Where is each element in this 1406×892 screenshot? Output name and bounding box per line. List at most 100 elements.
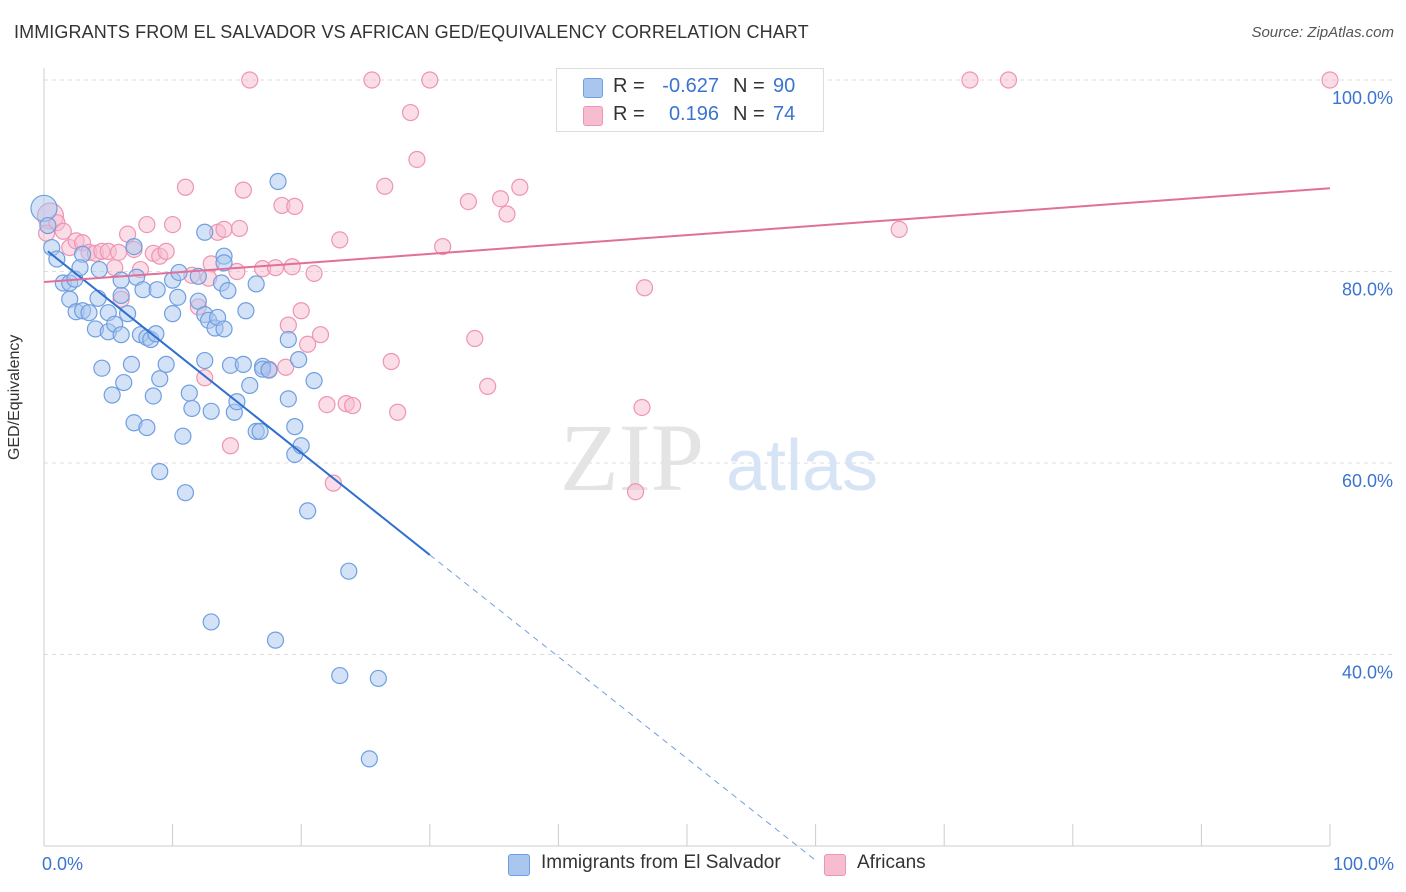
el-salvador-point (237, 302, 255, 320)
y-tick-label: 100.0% (1332, 88, 1393, 108)
el-salvador-point (147, 325, 165, 343)
el-salvador-point (183, 399, 201, 418)
x-tick-label-end: 100.0% (1333, 854, 1394, 874)
africans-point (230, 219, 249, 238)
africans-point (138, 215, 156, 234)
africans-point (279, 316, 297, 334)
africans-point (389, 403, 407, 421)
el-salvador-point (89, 289, 107, 307)
africans-point (363, 71, 381, 89)
el-salvador-point (215, 254, 233, 272)
legend-label: Africans (857, 852, 926, 873)
africans-point (54, 222, 72, 240)
el-salvador-point (234, 355, 252, 373)
legend-r-value: -0.627 (662, 75, 719, 97)
el-salvador-point (369, 669, 387, 688)
el-salvador-point (157, 355, 175, 373)
el-salvador-point (260, 361, 278, 379)
africans-point (626, 483, 645, 501)
africans-point (324, 474, 342, 492)
series-legend: Immigrants from El Salvador Africans (0, 852, 1406, 878)
africans-point (498, 205, 516, 223)
el-salvador-point (93, 359, 111, 377)
africans-point (234, 181, 252, 199)
africans-point (382, 352, 400, 371)
africans-point (344, 396, 362, 415)
legend-r-value: 0.196 (668, 103, 719, 125)
africans-point (479, 377, 497, 395)
africans-point (331, 231, 349, 249)
africans-point (164, 215, 182, 234)
africans-point (311, 326, 330, 344)
el-salvador-point (340, 562, 358, 580)
el-salvador-point (299, 502, 317, 520)
africans-point (215, 220, 233, 238)
source-label: Source: ZipAtlas.com (1251, 24, 1394, 41)
el-salvador-point (279, 390, 297, 408)
y-tick-label: 60.0% (1342, 471, 1393, 491)
africans-point (999, 71, 1018, 89)
trend-layer (43, 187, 1331, 861)
watermark: ZIP atlas (560, 404, 878, 511)
africans-point (633, 398, 651, 417)
africans-point (277, 358, 295, 376)
el-salvador-point (219, 282, 237, 300)
africans-point (176, 178, 195, 196)
el-salvador-point (331, 666, 349, 685)
el-salvador-point (125, 238, 143, 256)
africans-point (221, 437, 240, 455)
africans-point (292, 302, 310, 320)
legend-r-label: R = (613, 75, 645, 97)
legend-swatch-blue (583, 78, 603, 98)
axis-layer (43, 68, 1331, 847)
x-tick-label-start: 0.0% (42, 854, 83, 874)
el-salvador-trend-extension (429, 554, 816, 861)
el-salvador-point (180, 384, 198, 402)
el-salvador-point (151, 463, 169, 481)
legend-label: Immigrants from El Salvador (541, 852, 781, 873)
el-salvador-point (90, 260, 108, 279)
africans-point (299, 335, 317, 353)
el-salvador-point (247, 275, 265, 293)
el-salvador-point (144, 387, 162, 405)
africans-point (466, 329, 484, 348)
africans-point (318, 395, 336, 414)
el-salvador-point (174, 427, 192, 445)
el-salvador-point (112, 286, 130, 305)
africans-point (286, 197, 304, 215)
el-salvador-point (148, 281, 166, 299)
africans-point (109, 243, 128, 261)
africans-point (459, 193, 477, 211)
el-salvador-point (196, 223, 214, 241)
africans-point (266, 259, 285, 277)
el-salvador-point (202, 402, 220, 420)
africans-point (511, 178, 529, 196)
tick-label-layer: 40.0% 60.0% 80.0% 100.0% 0.0% 100.0% (42, 88, 1394, 874)
legend-n-value: 90 (773, 75, 796, 97)
legend-swatch-pink (824, 854, 846, 876)
el-salvador-point (202, 613, 220, 631)
legend-n-label: N = (733, 103, 765, 125)
el-salvador-point (103, 386, 121, 404)
africans-point (157, 242, 175, 260)
africans-point (961, 71, 979, 89)
el-salvador-point (164, 305, 182, 323)
africans-point (305, 264, 323, 283)
el-salvador-point (305, 372, 323, 390)
africans-point (401, 103, 420, 122)
legend-swatch-pink (583, 106, 603, 126)
el-salvador-point (196, 351, 214, 370)
y-tick-label: 80.0% (1342, 280, 1393, 300)
legend-swatch-blue (508, 854, 530, 876)
el-salvador-point (138, 418, 156, 437)
el-salvador-point (279, 330, 297, 349)
el-salvador-point (251, 422, 269, 441)
africans-point (890, 220, 908, 238)
legend-n-value: 74 (773, 103, 796, 125)
el-salvador-point (266, 631, 285, 649)
el-salvador-point (189, 267, 207, 285)
el-salvador-point (115, 373, 133, 392)
africans-point (635, 279, 654, 297)
africans-trend-line (43, 187, 1331, 284)
